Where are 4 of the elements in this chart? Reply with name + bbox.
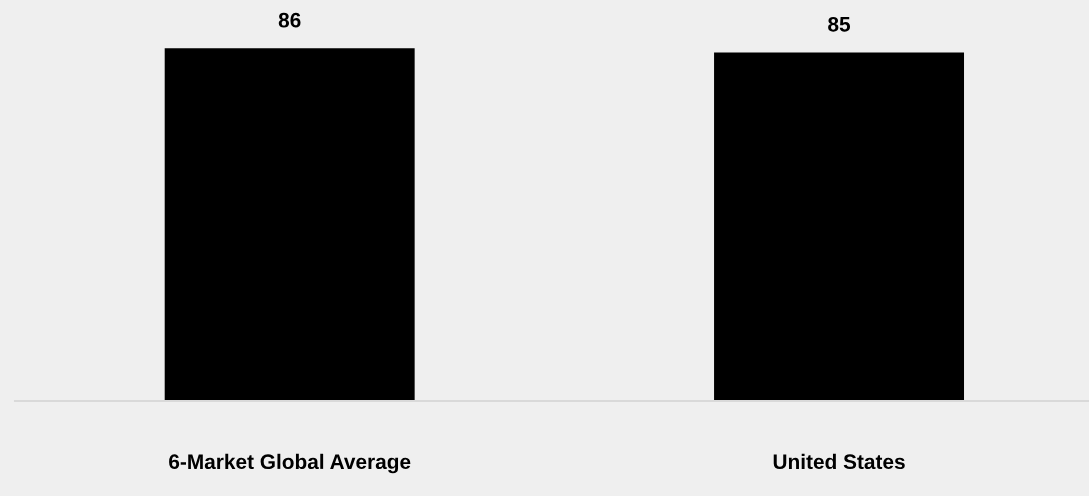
x-tick-label: United States bbox=[773, 453, 905, 470]
x-tick-label: 6-Market Global Average bbox=[169, 453, 411, 474]
data-label: 86 bbox=[278, 12, 301, 28]
data-label: 85 bbox=[828, 16, 851, 32]
